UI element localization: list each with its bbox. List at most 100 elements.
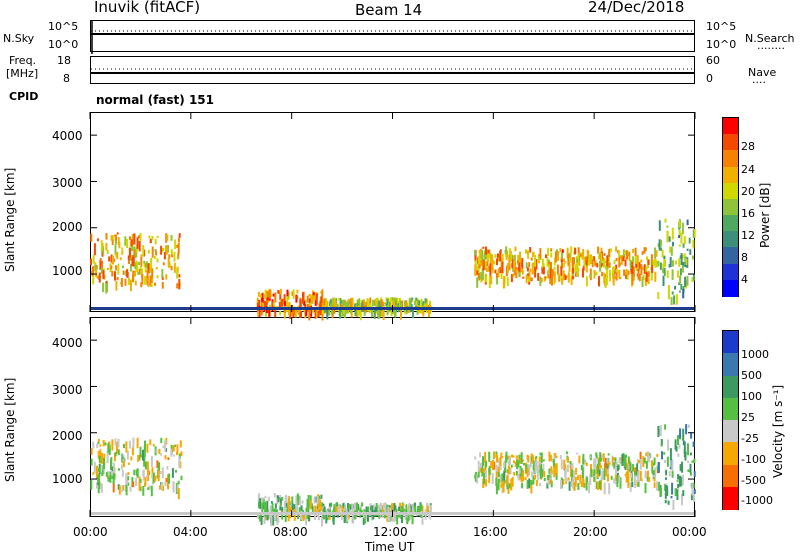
scatter-cell — [136, 262, 139, 273]
scatter-cell — [121, 265, 124, 269]
scatter-cell — [168, 254, 171, 260]
scatter-cell — [647, 470, 649, 477]
scatter-cell — [588, 481, 591, 494]
scatter-cell — [98, 456, 101, 463]
scatter-cell — [279, 506, 282, 511]
scatter-cell — [595, 465, 598, 475]
scatter-cell — [516, 260, 519, 264]
scatter-cell — [588, 254, 591, 266]
scatter-cell — [161, 276, 164, 280]
scatter-cell — [116, 251, 119, 260]
scatter-cell — [347, 513, 350, 520]
scatter-cell — [631, 274, 634, 285]
scatter-cell — [277, 497, 280, 503]
scatter-cell — [538, 253, 541, 257]
scatter-cell — [147, 469, 150, 481]
scatter-cell — [298, 495, 301, 506]
scatter-cell — [627, 270, 630, 276]
scatter-cell — [266, 297, 269, 301]
scatter-cell — [380, 307, 383, 317]
scatter-cell — [112, 462, 115, 474]
scatter-cell — [662, 275, 665, 286]
scatter-cell — [96, 482, 98, 489]
scatter-cell — [661, 451, 663, 460]
scatter-cell — [548, 259, 551, 263]
scatter-cell — [579, 474, 582, 483]
scatter-cell — [682, 262, 685, 267]
scatter-cell — [256, 297, 259, 308]
scatter-cell — [668, 285, 670, 290]
scatter-cell — [554, 453, 557, 457]
scatter-cell — [99, 260, 102, 270]
scatter-cell — [543, 277, 546, 282]
scatter-cell — [624, 259, 627, 267]
freq-panel — [90, 56, 695, 84]
scatter-cell — [114, 271, 116, 281]
scatter-cell — [634, 247, 637, 256]
scatter-cell — [523, 463, 525, 466]
freq-right-tick-top: 60 — [706, 54, 720, 67]
scatter-cell — [121, 247, 124, 256]
scatter-cell — [171, 468, 174, 478]
scatter-cell — [564, 275, 567, 280]
scatter-cell — [480, 248, 482, 259]
scatter-cell — [386, 504, 389, 515]
scatter-cell — [604, 462, 607, 468]
scatter-cell — [363, 299, 365, 302]
scatter-cell — [400, 308, 402, 320]
scatter-cell — [266, 290, 269, 294]
scatter-cell — [102, 246, 105, 255]
scatter-cell — [603, 482, 606, 495]
scatter-cell — [311, 506, 314, 513]
scatter-cell — [321, 289, 324, 297]
colorbar-segment — [723, 263, 738, 281]
scatter-cell — [348, 504, 351, 509]
scatter-cell — [120, 278, 123, 287]
scatter-cell — [173, 262, 176, 273]
scatter-cell — [605, 468, 608, 477]
scatter-cell — [402, 503, 405, 506]
scatter-cell — [314, 505, 317, 517]
scatter-cell — [149, 238, 152, 243]
scatter-cell — [165, 252, 168, 255]
scatter-cell — [476, 277, 479, 288]
scatter-cell — [506, 455, 509, 460]
scatter-cell — [489, 253, 492, 265]
scatter-cell — [671, 470, 674, 478]
scatter-cell — [261, 497, 264, 503]
scatter-cell — [256, 512, 259, 519]
scatter-cell — [619, 277, 622, 280]
scatter-cell — [145, 261, 148, 268]
scatter-cell — [110, 254, 113, 263]
scatter-cell — [155, 267, 158, 270]
scatter-cell — [594, 458, 597, 467]
scatter-cell — [597, 473, 600, 478]
scatter-cell — [647, 277, 650, 285]
scatter-cell — [288, 308, 291, 316]
scatter-cell — [371, 505, 374, 517]
scatter-cell — [131, 255, 134, 267]
colorbar-segment — [723, 353, 738, 377]
scatter-cell — [92, 265, 95, 274]
scatter-cell — [407, 512, 410, 521]
scatter-cell — [607, 453, 610, 456]
scatter-cell — [548, 264, 551, 275]
scatter-cell — [363, 301, 366, 312]
scatter-cell — [549, 454, 552, 462]
scatter-cell — [137, 235, 140, 239]
scatter-cell — [320, 506, 323, 511]
scatter-cell — [146, 443, 149, 453]
scatter-cell — [411, 513, 414, 525]
scatter-cell — [549, 276, 552, 285]
scatter-cell — [415, 297, 418, 301]
scatter-cell — [90, 258, 92, 266]
station-title: Inuvik (fitACF) — [94, 0, 201, 16]
scatter-cell — [674, 439, 677, 450]
scatter-cell — [146, 276, 149, 279]
scatter-cell — [474, 250, 476, 256]
scatter-cell — [292, 289, 295, 299]
scatter-cell — [308, 310, 311, 321]
scatter-cell — [128, 277, 130, 286]
scatter-cell — [559, 248, 562, 253]
scatter-cell — [152, 472, 155, 483]
